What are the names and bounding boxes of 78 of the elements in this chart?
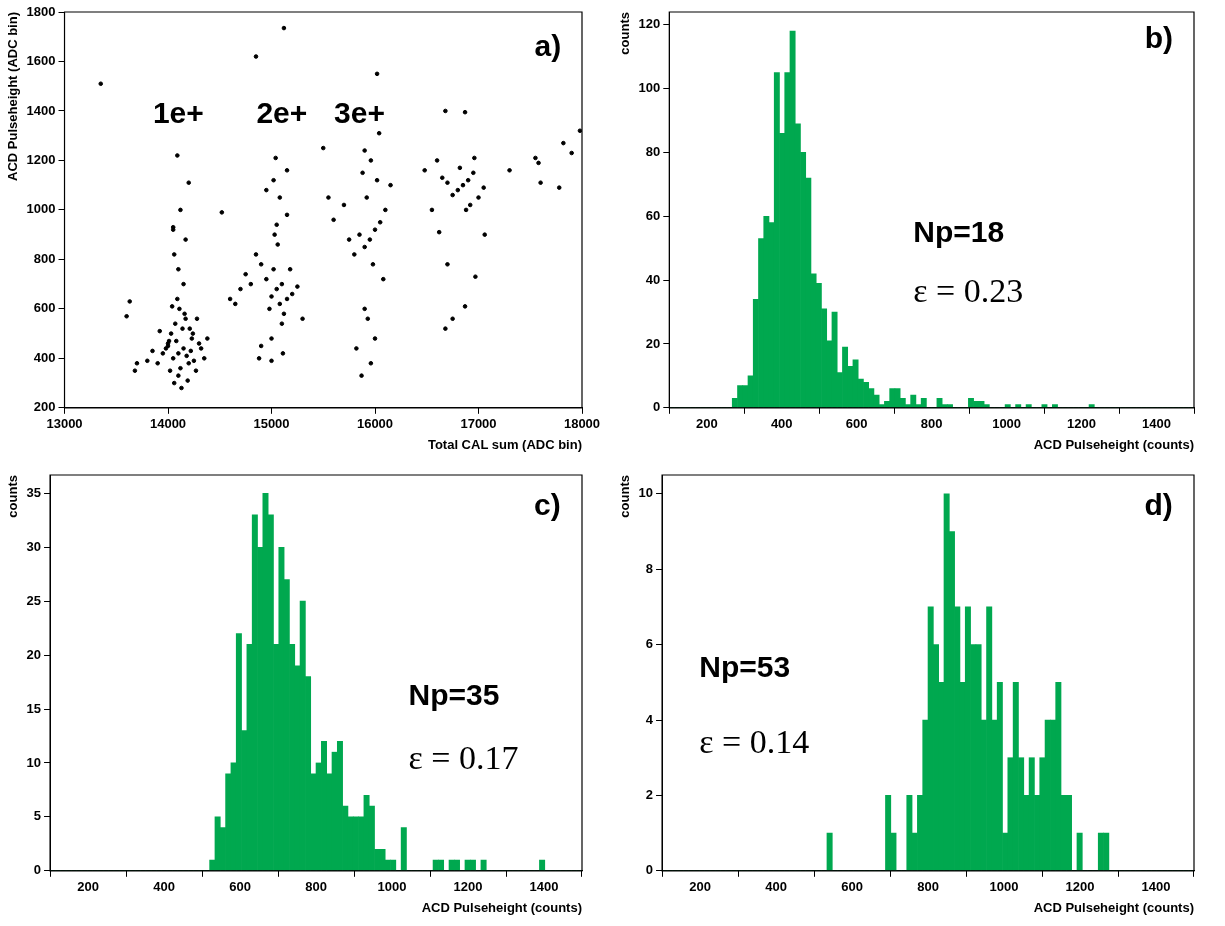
x-tick-label: 200 [695, 416, 718, 432]
x-tick-label: 200 [77, 879, 99, 895]
x-tick-label: 400 [765, 879, 787, 895]
x-tick-label: 1200 [1065, 879, 1095, 895]
y-tick-label: 60 [645, 207, 661, 223]
y-axis-title: counts [617, 475, 633, 518]
x-tick-label: 1400 [1142, 416, 1171, 432]
y-tick-label: 8 [645, 560, 654, 576]
y-tick-label: 30 [26, 538, 42, 554]
y-tick-label: 800 [33, 250, 56, 266]
x-tick-label: 600 [229, 879, 251, 895]
y-tick-label: 25 [26, 592, 42, 608]
x-tick-label: 15000 [253, 416, 290, 432]
x-tick-label: 1000 [377, 879, 407, 895]
y-tick-label: 2 [645, 786, 654, 802]
x-tick-label: 600 [841, 879, 863, 895]
x-axis-title: Total CAL sum (ADC bin) [427, 436, 582, 452]
annotation: Np=35 [408, 677, 500, 711]
y-tick-label: 80 [645, 144, 661, 160]
y-tick-label: 600 [33, 300, 56, 316]
annotation: ε = 0.14 [699, 723, 810, 761]
x-tick-label: 800 [920, 416, 943, 432]
y-tick-label: 6 [645, 636, 654, 652]
x-tick-label: 16000 [356, 416, 394, 432]
annotation: ε = 0.23 [913, 271, 1024, 309]
x-tick-label: 18000 [563, 416, 601, 432]
annotation: d) [1144, 487, 1173, 521]
y-axis-title: counts [5, 475, 21, 518]
x-tick-label: 1200 [453, 879, 483, 895]
y-tick-label: 120 [638, 16, 661, 32]
x-tick-label: 1400 [1141, 879, 1171, 895]
y-tick-label: 20 [645, 335, 661, 351]
y-tick-label: 1800 [26, 3, 56, 19]
y-tick-label: 0 [653, 399, 661, 415]
annotation: c) [534, 487, 561, 521]
annotation: a) [534, 28, 562, 62]
annotation: 3e+ [334, 96, 385, 130]
y-tick-label: 400 [33, 349, 56, 365]
y-tick-label: 1200 [26, 152, 56, 167]
x-tick-label: 800 [305, 879, 327, 895]
annotation: Np=18 [913, 214, 1005, 248]
y-tick-label: 4 [645, 711, 654, 727]
x-tick-label: 13000 [46, 416, 83, 432]
y-tick-label: 0 [645, 862, 654, 878]
x-axis-title: ACD Pulseheight (counts) [421, 899, 582, 915]
annotation: Np=53 [699, 650, 791, 684]
y-tick-label: 100 [638, 80, 661, 96]
y-tick-label: 35 [26, 484, 42, 500]
x-tick-label: 1400 [529, 879, 559, 895]
x-tick-label: 800 [917, 879, 939, 895]
x-tick-label: 17000 [460, 416, 497, 432]
x-axis-title: ACD Pulseheight (counts) [1033, 436, 1194, 452]
x-tick-label: 1200 [1067, 416, 1097, 432]
y-tick-label: 1000 [26, 201, 56, 217]
annotation: 2e+ [256, 96, 308, 130]
y-axis-title: ACD Pulseheight (ADC bin) [5, 12, 21, 181]
y-tick-label: 40 [645, 271, 661, 287]
x-tick-label: 14000 [149, 416, 187, 432]
y-tick-label: 0 [33, 862, 42, 878]
x-tick-label: 200 [689, 879, 711, 895]
y-tick-label: 1400 [26, 102, 56, 118]
annotation: ε = 0.17 [408, 738, 519, 776]
y-tick-label: 200 [33, 399, 56, 415]
y-axis-title: counts [617, 12, 633, 55]
y-tick-label: 20 [26, 646, 42, 662]
y-tick-label: 10 [638, 485, 654, 501]
x-tick-label: 1000 [992, 416, 1022, 432]
y-tick-label: 10 [26, 754, 42, 770]
annotation: 1e+ [152, 96, 204, 130]
y-tick-label: 15 [26, 700, 42, 716]
y-tick-label: 1600 [26, 53, 56, 69]
x-tick-label: 400 [770, 416, 793, 432]
x-tick-label: 1000 [989, 879, 1019, 895]
x-axis-title: ACD Pulseheight (counts) [1033, 899, 1194, 915]
annotation: b) [1144, 20, 1174, 54]
x-tick-label: 600 [845, 416, 868, 432]
y-tick-label: 5 [33, 808, 42, 824]
x-tick-label: 400 [153, 879, 175, 895]
